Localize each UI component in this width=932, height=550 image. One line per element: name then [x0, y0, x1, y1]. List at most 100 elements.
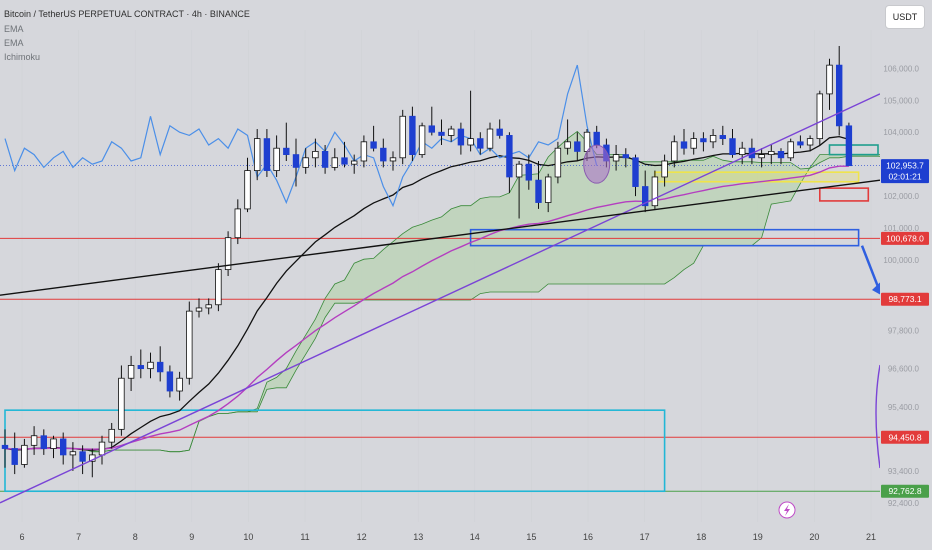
candle-body [360, 141, 368, 162]
x-tick-label: 12 [357, 532, 367, 542]
ema-slow-line [4, 165, 849, 450]
candle-body [467, 138, 474, 146]
candle-body [816, 93, 823, 140]
candle-body [690, 138, 697, 149]
projection-arrow [860, 245, 882, 293]
x-tick-label: 11 [300, 532, 309, 542]
candle-body [195, 307, 203, 312]
y-tick-label: 95,400.0 [888, 403, 920, 412]
candle-body [758, 154, 765, 159]
candle-body [680, 141, 688, 149]
candle-body [719, 135, 726, 140]
candle-body [671, 141, 678, 162]
price-label-tag [881, 484, 929, 498]
currency-button[interactable]: USDT [885, 5, 925, 29]
lightning-glyph [784, 504, 790, 516]
x-tick-label: 21 [866, 532, 876, 542]
candle-body [137, 365, 144, 370]
candle-body [709, 135, 717, 143]
candle-body [98, 441, 106, 456]
candle-body [651, 176, 659, 207]
candle-body [409, 115, 416, 155]
indicator-lines [4, 64, 850, 451]
trend-line-purple [0, 93, 881, 504]
candle-body [787, 141, 794, 159]
candle-body [438, 131, 445, 136]
candle-body [224, 237, 232, 271]
y-tick-label: 104,000.0 [883, 128, 919, 137]
price-label-text: 92,762.8 [888, 486, 921, 496]
y-tick-label: 101,000.0 [883, 224, 919, 233]
indicator-label-ema-1[interactable]: EMA [4, 24, 24, 34]
candle-body [836, 64, 843, 127]
candle-body [545, 176, 552, 203]
price-label-tag [881, 430, 929, 444]
price-label-tag [881, 159, 929, 184]
candle-body [50, 438, 57, 449]
candle-body [525, 163, 532, 181]
indicator-label-ichimoku[interactable]: Ichimoku [4, 52, 41, 62]
candle-body [457, 128, 465, 146]
candle-body [205, 304, 212, 309]
candle-body [642, 186, 649, 207]
x-tick-label: 9 [189, 532, 194, 542]
candle-body [127, 365, 135, 379]
candle-body [506, 135, 513, 178]
candle-body [302, 157, 309, 168]
zone-box [818, 187, 870, 202]
candle-body [797, 141, 804, 146]
candle-body [554, 147, 562, 178]
x-tick-label: 20 [809, 532, 819, 542]
candle-body [312, 151, 319, 159]
candle-body [215, 269, 222, 306]
candle-body [418, 125, 426, 155]
candle-body [700, 138, 707, 143]
candle-body [845, 125, 853, 167]
ema-fast-line [4, 135, 850, 451]
candles[interactable] [1, 45, 853, 478]
indicator-label-ema-2[interactable]: EMA [4, 38, 24, 48]
y-tick-label: 100,000.0 [883, 256, 919, 265]
candle-body [777, 151, 785, 159]
candle-body [166, 371, 174, 392]
zone-box [654, 171, 860, 183]
candle-body [661, 160, 668, 178]
x-tick-label: 7 [76, 532, 81, 542]
zone-box [828, 144, 879, 156]
y-tick-label: 105,000.0 [883, 96, 919, 105]
x-tick-label: 8 [133, 532, 138, 542]
zone-box [469, 228, 860, 247]
candle-body [341, 157, 348, 165]
candle-body [399, 115, 406, 159]
x-tick-label: 16 [583, 532, 593, 542]
candle-body [806, 138, 814, 146]
candle-body [1, 444, 9, 449]
candle-body [486, 128, 494, 149]
candle-body [768, 151, 775, 155]
price-label-tag [881, 292, 929, 306]
candle-body [350, 160, 358, 165]
x-tick-label: 15 [526, 532, 536, 542]
y-tick-label: 96,600.0 [888, 365, 920, 374]
candle-body [30, 435, 38, 446]
candle-body [380, 147, 387, 162]
candle-body [263, 138, 271, 171]
candle-body [60, 438, 67, 456]
candle-body [321, 151, 329, 168]
candle-body [477, 138, 484, 149]
y-tick-label: 93,400.0 [888, 467, 920, 476]
y-tick-label: 97,800.0 [888, 326, 920, 335]
y-tick-label: 106,000.0 [883, 64, 919, 73]
candle-body [739, 147, 746, 155]
drawings [0, 93, 884, 519]
candle-body [331, 157, 338, 168]
candle-body [292, 154, 300, 168]
candle-body [632, 157, 639, 187]
candle-body [370, 141, 377, 149]
candle-body [234, 208, 241, 239]
countdown-text: 02:01:21 [888, 172, 921, 182]
candle-body [283, 147, 290, 155]
x-tick-label: 13 [413, 532, 423, 542]
highlight-ellipse [583, 144, 611, 184]
